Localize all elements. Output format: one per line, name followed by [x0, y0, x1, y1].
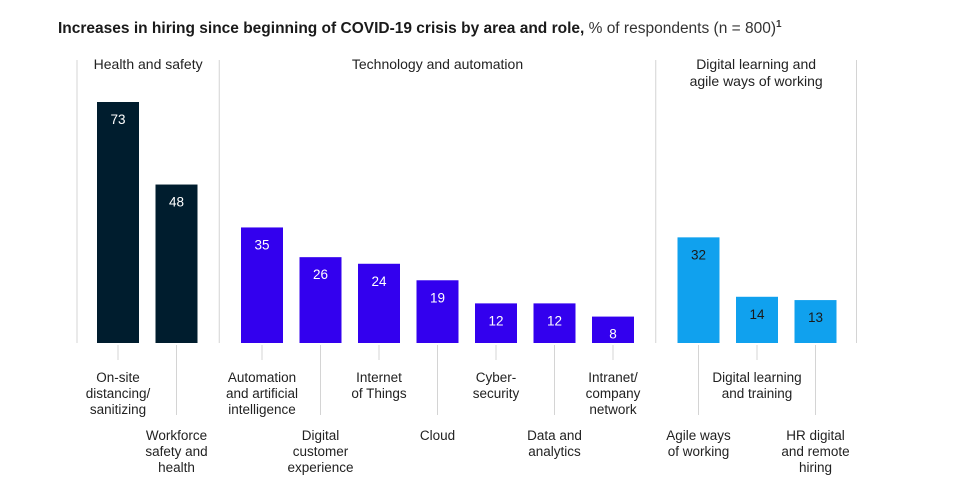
category-label-line: and remote — [781, 444, 849, 459]
category-label-line: Cloud — [420, 428, 455, 443]
chart-title-footnote: 1 — [776, 19, 782, 30]
chart-title: Increases in hiring since beginning of C… — [58, 19, 782, 37]
group-label-line: Health and safety — [94, 56, 203, 72]
category-label: Intranet/company network — [586, 370, 641, 417]
bar-1 — [97, 102, 139, 343]
value-labels: 73 48 35 26 24 19 12 12 8 32 14 13 — [110, 112, 823, 342]
category-label-line: security — [473, 386, 520, 401]
group-label: Health and safety — [94, 56, 203, 72]
category-label-line: Workforce — [146, 428, 207, 443]
category-ticks — [117, 345, 816, 415]
bar-value-label: 12 — [488, 313, 503, 328]
bar-8 — [533, 303, 576, 343]
group-label: Technology and automation — [352, 56, 523, 72]
bar-value-label: 14 — [749, 307, 765, 322]
category-label: Internet of Things — [351, 370, 407, 401]
bar-value-label: 32 — [691, 247, 706, 262]
bar-7 — [475, 303, 517, 343]
category-label: Workforce safety and health — [145, 428, 207, 475]
bar-12 — [794, 300, 837, 343]
category-label-line: company — [586, 386, 641, 401]
category-label-line: Cyber- — [476, 370, 517, 385]
bar-4 — [299, 257, 342, 343]
bar-5 — [358, 263, 400, 343]
category-label-line: Intranet/ — [588, 370, 638, 385]
category-label-line: Internet — [356, 370, 402, 385]
group-label-line: agile ways of working — [690, 73, 823, 89]
bar-value-label: 24 — [371, 274, 387, 289]
bar-value-label: 26 — [313, 267, 328, 282]
bar-value-label: 8 — [609, 327, 617, 342]
group-labels: Health and safety Technology and automati… — [94, 56, 823, 89]
chart-title-unit: % of respondents (n = 800) — [584, 20, 776, 37]
bar-value-label: 73 — [110, 112, 125, 127]
category-label-line: HR digital — [786, 428, 845, 443]
category-label: HR digital and remote hiring — [781, 428, 849, 475]
category-label: Automation and artificial intelligence — [226, 370, 298, 417]
bar-value-label: 13 — [808, 310, 823, 325]
category-label-line: network — [589, 402, 637, 417]
category-label-line: Agile ways — [666, 428, 731, 443]
category-label-line: of working — [668, 444, 730, 459]
category-label-line: Digital learning — [712, 370, 801, 385]
category-label-line: Data and — [527, 428, 582, 443]
group-label-line: Digital learning and — [696, 56, 816, 72]
category-label-line: sanitizing — [90, 402, 146, 417]
category-label: Cloud — [420, 428, 455, 443]
group-label: Digital learning and agile ways of workin… — [690, 56, 823, 89]
bar-2 — [155, 184, 198, 343]
category-label-line: customer — [293, 444, 349, 459]
category-label: Digital learning and training — [712, 370, 801, 401]
category-label: On-site distancing/sanitizing — [86, 370, 151, 417]
bar-3 — [241, 227, 283, 343]
bar-10 — [677, 237, 720, 343]
category-label: Digital customer experience — [287, 428, 353, 475]
group-dividers — [76, 60, 857, 343]
group-label-line: Technology and automation — [352, 56, 523, 72]
category-label-line: On-site — [96, 370, 140, 385]
bar-value-label: 19 — [430, 290, 445, 305]
category-label-line: and artificial — [226, 386, 298, 401]
category-label-line: intelligence — [228, 402, 296, 417]
category-label: Data and analytics — [527, 428, 582, 459]
category-label-line: hiring — [799, 460, 832, 475]
category-label-line: and training — [722, 386, 793, 401]
bar-value-label: 35 — [254, 237, 269, 252]
category-label-line: Digital — [302, 428, 340, 443]
category-label-line: distancing/ — [86, 386, 151, 401]
category-label-line: Automation — [228, 370, 296, 385]
category-label-line: health — [158, 460, 195, 475]
bar-11 — [736, 296, 778, 343]
bar-value-label: 12 — [547, 313, 562, 328]
category-label: Agile ways of working — [666, 428, 731, 459]
category-label-line: experience — [287, 460, 353, 475]
category-label-line: safety and — [145, 444, 207, 459]
category-label: Cyber-security — [473, 370, 520, 401]
category-label-line: of Things — [351, 386, 407, 401]
bar-9 — [592, 316, 634, 343]
bar-6 — [416, 280, 459, 343]
bars — [97, 102, 837, 343]
chart-title-main: Increases in hiring since beginning of C… — [58, 20, 584, 37]
bar-value-label: 48 — [169, 195, 184, 210]
category-label-line: analytics — [528, 444, 581, 459]
